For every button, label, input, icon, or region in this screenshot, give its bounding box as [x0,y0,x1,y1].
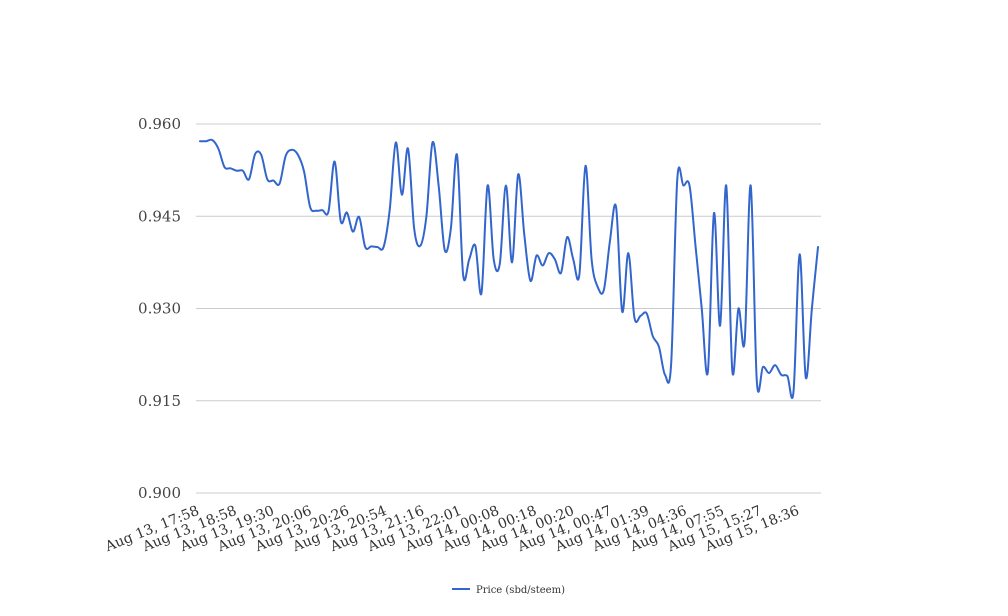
y-tick-label: 0.945 [138,207,181,225]
series-line-price[interactable] [199,138,819,400]
gridlines [196,123,821,494]
y-tick-label: 0.915 [138,392,181,410]
series-lines [199,138,819,400]
y-tick-label: 0.930 [138,300,181,318]
legend[interactable]: Price (sbd/steem) [452,585,565,596]
y-tick-label: 0.960 [138,115,181,133]
legend-label: Price (sbd/steem) [476,585,565,596]
y-tick-label: 0.900 [138,484,181,502]
y-axis-ticks: 0.960 0.945 0.930 0.915 0.900 [138,115,181,502]
